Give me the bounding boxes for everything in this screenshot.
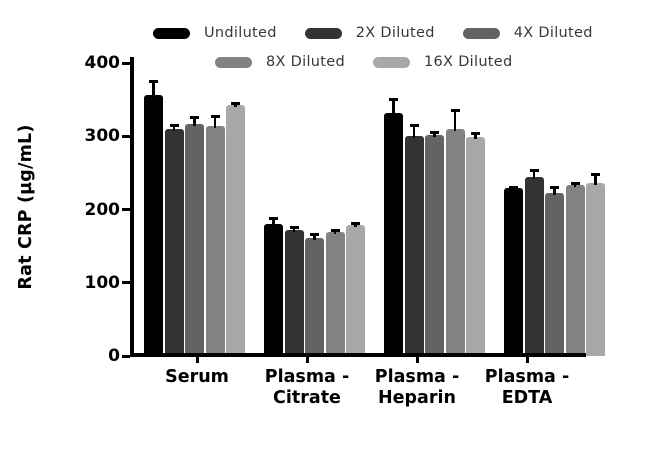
- error-bar-cap: [591, 172, 600, 176]
- error-bar-stem: [193, 117, 196, 126]
- y-tick-label: 400: [84, 53, 121, 73]
- error-bar-cap: [231, 101, 240, 105]
- y-tick-mark: [122, 61, 130, 65]
- error-bar-cap: [570, 182, 580, 186]
- y-axis-line: [130, 57, 134, 357]
- error-bar-stem: [333, 230, 337, 235]
- bar: [226, 104, 245, 356]
- error-bar-cap: [409, 123, 419, 127]
- bar: [325, 232, 345, 356]
- x-category-label: Plasma - Heparin: [374, 367, 460, 408]
- bar: [425, 134, 444, 356]
- error-bar-cap: [389, 97, 398, 101]
- bar: [384, 112, 403, 356]
- error-bar-cap: [509, 185, 518, 189]
- y-tick-mark: [122, 354, 130, 358]
- x-category-label: Plasma - Citrate: [264, 367, 350, 408]
- error-bar-cap: [529, 168, 539, 172]
- legend-item: Undiluted: [153, 25, 277, 41]
- bar: [524, 176, 544, 356]
- legend-label: 2X Diluted: [355, 25, 435, 41]
- error-bar-cap: [550, 185, 559, 189]
- error-bar-cap: [269, 216, 278, 220]
- legend-swatch: [373, 56, 410, 68]
- bar: [264, 224, 283, 356]
- legend-swatch: [304, 27, 342, 39]
- bar: [185, 123, 204, 356]
- error-bar-cap: [169, 123, 179, 127]
- error-bar-stem: [292, 227, 296, 232]
- bar: [404, 136, 424, 356]
- error-bar-stem: [412, 124, 416, 139]
- bar: [545, 193, 564, 356]
- legend-item: 2X Diluted: [304, 25, 435, 41]
- error-bar-stem: [532, 169, 536, 179]
- x-tick-mark: [305, 356, 309, 363]
- bar: [144, 95, 163, 356]
- error-bar-cap: [351, 222, 360, 226]
- bar: [445, 128, 465, 356]
- error-bar-stem: [453, 109, 457, 131]
- x-category-label: Serum: [165, 367, 229, 387]
- bar: [346, 224, 365, 356]
- bar: [305, 238, 324, 356]
- error-bar-stem: [152, 80, 155, 98]
- x-tick-mark: [195, 356, 199, 363]
- y-tick-mark: [122, 134, 130, 138]
- legend-swatch: [462, 27, 500, 39]
- y-tick-label: 200: [84, 199, 121, 220]
- error-bar-stem: [172, 124, 176, 131]
- bar: [586, 183, 605, 356]
- error-bar-stem: [272, 217, 275, 227]
- error-bar-stem: [433, 131, 436, 137]
- x-category-label: Plasma - EDTA: [484, 367, 570, 408]
- bar: [504, 188, 523, 356]
- y-tick-label: 100: [84, 272, 121, 293]
- error-bar-cap: [330, 229, 340, 232]
- bar: [466, 136, 485, 356]
- y-tick-mark: [122, 281, 130, 285]
- legend-row: 8X Diluted 16X Diluted: [215, 54, 541, 70]
- bar: [284, 230, 304, 356]
- error-bar-stem: [573, 183, 577, 188]
- error-bar-cap: [450, 108, 460, 112]
- bar: [565, 185, 585, 356]
- error-bar-cap: [310, 233, 319, 237]
- error-bar-cap: [210, 114, 220, 118]
- legend-label: 4X Diluted: [513, 25, 593, 41]
- error-bar-cap: [190, 116, 199, 120]
- legend-label: 16X Diluted: [424, 54, 513, 70]
- legend-item: 8X Diluted: [215, 54, 345, 70]
- y-tick-mark: [122, 208, 130, 211]
- y-tick-label: 300: [84, 126, 121, 147]
- error-bar-stem: [553, 186, 556, 196]
- y-tick-label: 0: [108, 346, 120, 366]
- x-tick-mark: [525, 356, 529, 363]
- legend-label: Undiluted: [204, 25, 277, 41]
- legend-swatch: [215, 56, 252, 68]
- y-axis-title: Rat CRP (µg/mL): [16, 124, 36, 290]
- bar: [164, 128, 184, 356]
- error-bar-stem: [474, 133, 477, 139]
- error-bar-cap: [471, 132, 480, 136]
- error-bar-stem: [594, 173, 597, 186]
- error-bar-stem: [392, 98, 395, 115]
- legend-swatch: [153, 27, 190, 39]
- legend-item: 16X Diluted: [373, 54, 513, 70]
- x-axis-line: [130, 353, 586, 357]
- legend-item: 4X Diluted: [462, 25, 593, 41]
- error-bar-stem: [213, 115, 217, 128]
- error-bar-cap: [289, 226, 299, 230]
- error-bar-stem: [234, 102, 237, 107]
- legend-row: Undiluted 2X Diluted 4X Diluted: [153, 25, 621, 41]
- bar: [205, 125, 225, 356]
- error-bar-cap: [430, 130, 439, 134]
- error-bar-stem: [313, 234, 316, 241]
- legend-label: 8X Diluted: [266, 54, 345, 70]
- error-bar-cap: [149, 79, 158, 83]
- x-tick-mark: [415, 356, 419, 363]
